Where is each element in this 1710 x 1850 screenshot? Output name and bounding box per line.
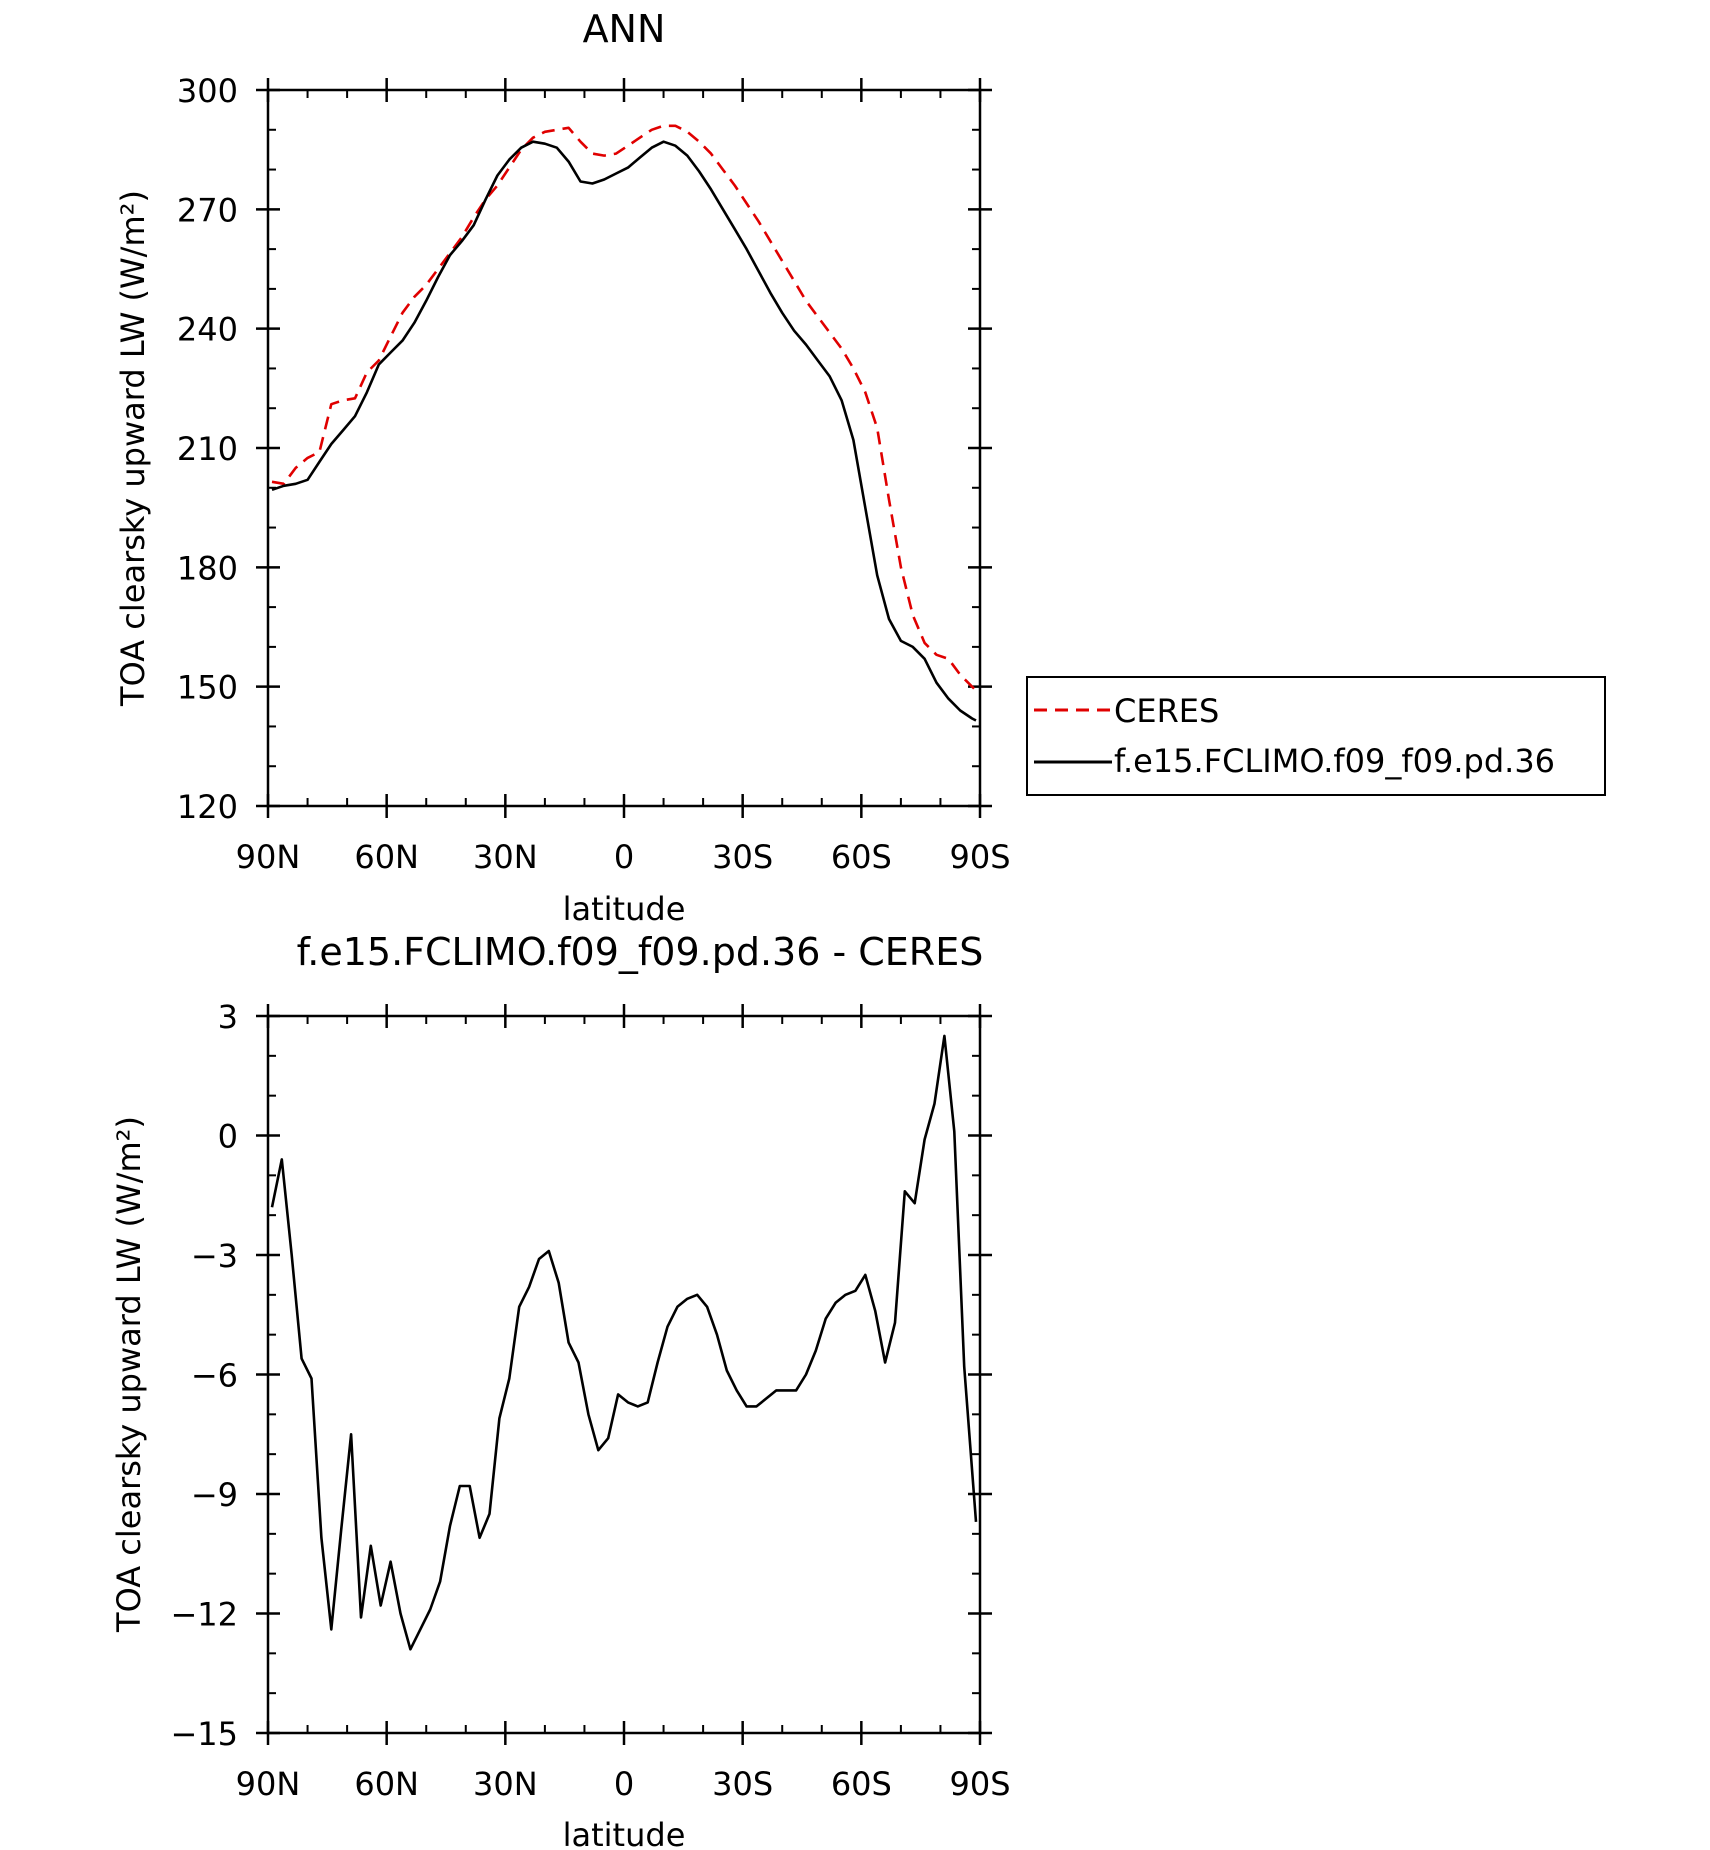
x-tick-label: 60S — [831, 838, 892, 876]
series-line-model — [271, 140, 977, 722]
x-tick-label: 90N — [236, 838, 301, 876]
bottom-plot-frame — [266, 1014, 982, 1735]
y-tick-label: 0 — [218, 1118, 238, 1156]
legend-box — [1026, 676, 1606, 796]
top-series-lines — [271, 124, 977, 722]
x-tick-label: 90N — [236, 1765, 301, 1803]
x-tick-label: 60S — [831, 1765, 892, 1803]
bottom-x-axis-label: latitude — [563, 1816, 686, 1850]
y-tick-label: −12 — [170, 1596, 238, 1634]
bottom-x-tick-labels: 90N 60N 30N 0 30S 60S 90S — [236, 1765, 1011, 1803]
bottom-series-lines — [270, 1034, 978, 1651]
bottom-y-axis-label: TOA clearsky upward LW (W/m²) — [110, 1116, 148, 1633]
legend-label-ceres: CERES — [1114, 692, 1219, 730]
top-x-tick-labels: 90N 60N 30N 0 30S 60S 90S — [236, 838, 1011, 876]
y-tick-label: 240 — [177, 311, 238, 349]
y-tick-label: −3 — [191, 1237, 238, 1275]
x-tick-label: 30S — [712, 838, 773, 876]
bottom-y-tick-labels: −15 −12 −9 −6 −3 0 3 — [170, 998, 238, 1753]
x-tick-label: 30S — [712, 1765, 773, 1803]
bottom-axis-ticks — [256, 1004, 992, 1745]
top-y-tick-labels: 120 150 180 210 240 270 300 — [177, 72, 238, 826]
legend-label-model: f.e15.FCLIMO.f09_f09.pd.36 — [1114, 742, 1555, 780]
x-tick-label: 90S — [949, 838, 1010, 876]
series-line-model — [270, 1034, 978, 1651]
y-tick-label: 180 — [177, 549, 238, 587]
top-title: ANN — [583, 7, 666, 51]
top-panel: ANN 120 150 180 210 240 270 300 90N 60N 30N 0 30S 6… — [114, 7, 1011, 928]
y-tick-label: 270 — [177, 191, 238, 229]
x-tick-label: 90S — [949, 1765, 1010, 1803]
x-tick-label: 0 — [614, 1765, 634, 1803]
y-tick-label: −15 — [170, 1715, 238, 1753]
y-tick-label: 120 — [177, 788, 238, 826]
x-tick-label: 60N — [354, 1765, 419, 1803]
legend: CERES f.e15.FCLIMO.f09_f09.pd.36 — [1026, 676, 1606, 796]
series-line-ceres — [271, 124, 977, 692]
y-tick-label: 300 — [177, 72, 238, 110]
top-plot-frame — [266, 88, 982, 808]
bottom-panel: f.e15.FCLIMO.f09_f09.pd.36 - CERES −15−1… — [110, 930, 1011, 1850]
y-tick-label: −9 — [191, 1476, 238, 1514]
y-tick-label: −6 — [191, 1357, 238, 1395]
top-x-axis-label: latitude — [563, 890, 686, 928]
x-tick-label: 0 — [614, 838, 634, 876]
bottom-title: f.e15.FCLIMO.f09_f09.pd.36 - CERES — [297, 930, 984, 974]
x-tick-label: 30N — [473, 838, 538, 876]
x-tick-label: 30N — [473, 1765, 538, 1803]
y-tick-label: 210 — [177, 430, 238, 468]
y-tick-label: 150 — [177, 669, 238, 707]
top-y-axis-label: TOA clearsky upward LW (W/m²) — [114, 190, 152, 707]
x-tick-label: 60N — [354, 838, 419, 876]
y-tick-label: 3 — [218, 998, 238, 1036]
top-axis-ticks — [256, 78, 992, 818]
